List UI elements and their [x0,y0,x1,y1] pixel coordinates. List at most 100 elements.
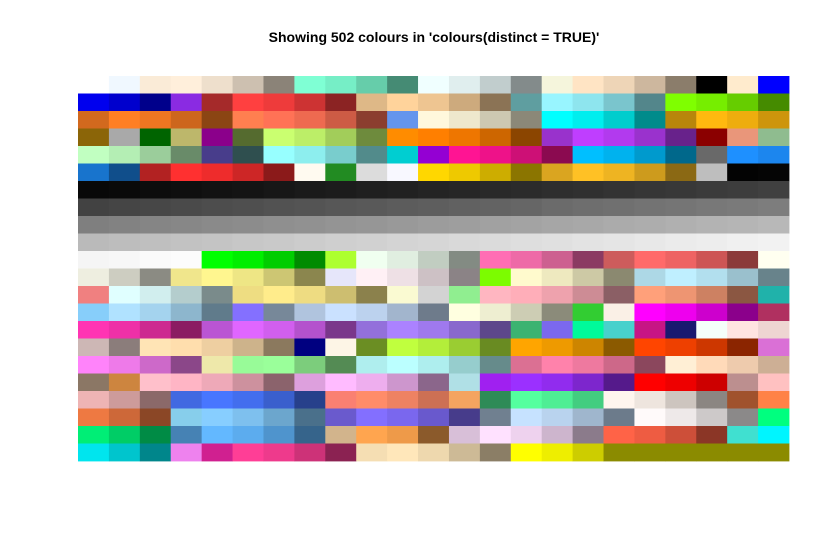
colour-swatch [541,321,574,339]
colour-swatch [541,76,574,94]
colour-swatch [139,338,172,357]
colour-swatch [263,286,295,304]
colour-swatch [387,251,419,269]
colour-swatch [696,338,728,357]
colour-swatch [325,373,357,392]
colour-swatch [356,198,388,217]
colour-swatch [356,321,388,339]
colour-swatch [139,251,172,269]
colour-swatch [665,373,697,392]
colour-swatch [170,111,203,129]
colour-swatch [448,216,481,234]
colour-swatch [139,198,172,217]
colour-swatch [78,251,110,269]
colour-swatch [170,233,203,252]
colour-swatch [448,163,481,182]
colour-swatch [294,111,326,129]
colour-swatch [170,251,203,269]
colour-swatch [201,443,233,462]
colour-swatch [448,443,481,462]
colour-swatch [572,373,604,392]
colour-swatch [727,286,759,304]
colour-swatch [541,146,574,164]
colour-swatch [665,93,697,112]
colour-swatch [294,426,326,444]
colour-swatch [139,76,172,94]
colour-swatch [201,286,233,304]
colour-swatch [387,111,419,129]
colour-swatch [78,391,110,409]
colour-swatch [510,111,543,129]
colour-swatch [418,181,450,199]
colour-swatch [263,268,295,287]
colour-swatch [727,321,759,339]
colour-swatch [170,76,203,94]
colour-swatch [634,128,666,147]
colour-swatch [418,373,450,392]
colour-swatch [510,426,543,444]
colour-swatch [727,76,759,94]
colour-swatch [170,198,203,217]
colour-swatch [78,76,110,94]
colour-swatch [356,408,388,427]
colour-swatch [510,268,543,287]
colour-swatch [418,163,450,182]
colour-swatch [356,128,388,147]
colour-swatch [634,356,666,374]
colour-swatch [78,426,110,444]
colour-swatch [696,128,728,147]
colour-swatch [325,443,357,462]
colour-swatch [572,321,604,339]
colour-swatch [418,408,450,427]
colour-swatch [727,391,759,409]
colour-swatch [448,198,481,217]
colour-swatch [572,146,604,164]
colour-swatch [78,216,110,234]
colour-swatch [479,286,512,304]
colour-swatch [541,216,574,234]
colour-swatch [479,303,512,322]
colour-swatch [758,426,790,444]
colour-swatch [232,93,264,112]
colour-swatch [78,233,110,252]
colour-swatch [108,93,141,112]
colour-swatch [108,426,141,444]
colour-swatch [325,233,357,252]
colour-swatch [325,356,357,374]
colour-swatch [696,391,728,409]
colour-swatch [108,111,141,129]
colour-swatch [356,373,388,392]
colour-swatch [232,216,264,234]
colour-swatch [696,181,728,199]
colour-swatch [665,111,697,129]
colour-swatch [232,181,264,199]
colour-swatch [294,216,326,234]
colour-swatch [418,268,450,287]
colour-swatch [387,128,419,147]
colour-swatch [541,181,574,199]
colour-swatch [448,356,481,374]
colour-swatch [665,408,697,427]
colour-swatch [387,373,419,392]
colour-swatch [387,163,419,182]
colour-swatch [510,286,543,304]
colour-swatch [634,338,666,357]
colour-swatch [727,216,759,234]
colour-swatch [479,443,512,462]
colour-swatch [448,128,481,147]
colour-swatch [448,251,481,269]
colour-swatch [541,111,574,129]
colour-swatch [510,443,543,462]
colour-swatch [294,338,326,357]
colour-swatch [572,408,604,427]
colour-swatch [603,76,635,94]
colour-swatch [510,163,543,182]
colour-swatch [758,356,790,374]
colour-swatch [541,198,574,217]
colour-swatch [479,76,512,94]
colour-swatch [78,321,110,339]
colour-swatch [479,321,512,339]
colour-swatch [696,303,728,322]
colour-swatch [603,443,635,462]
